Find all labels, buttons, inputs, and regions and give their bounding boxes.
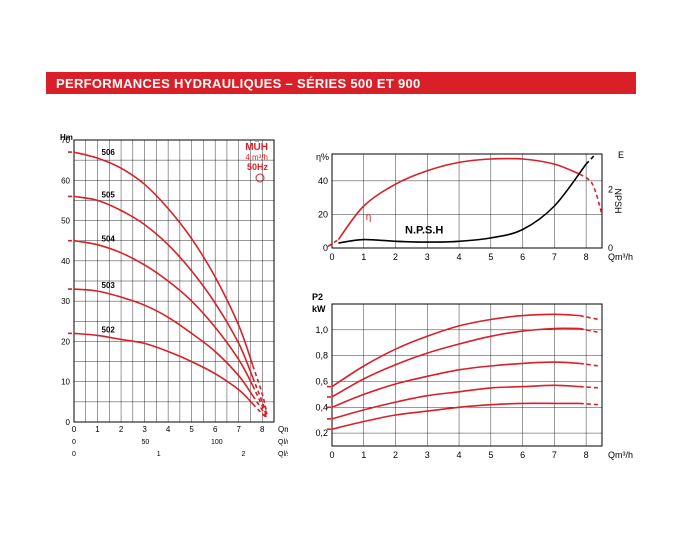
svg-text:4: 4 [457, 252, 462, 262]
svg-text:MÜH: MÜH [245, 140, 268, 153]
svg-text:η: η [366, 212, 372, 223]
svg-text:503: 503 [102, 281, 116, 290]
svg-text:1: 1 [95, 425, 100, 434]
svg-text:0: 0 [329, 450, 334, 460]
svg-text:0: 0 [72, 439, 76, 446]
efficiency-npsh-chart: 02040η%02NPSHE012345678Qm³/hηN.P.S.H [302, 148, 636, 272]
svg-text:kW: kW [312, 304, 326, 314]
svg-text:8: 8 [260, 425, 265, 434]
svg-text:505: 505 [102, 190, 116, 199]
svg-text:0,4: 0,4 [315, 402, 328, 412]
svg-text:Ql/s: Ql/s [278, 451, 288, 458]
svg-text:1: 1 [361, 252, 366, 262]
svg-text:40: 40 [61, 257, 70, 266]
svg-text:6: 6 [213, 425, 218, 434]
title-text: PERFORMANCES HYDRAULIQUES – SÉRIES 500 E… [56, 76, 421, 91]
svg-text:0: 0 [72, 425, 77, 434]
title-bar: PERFORMANCES HYDRAULIQUES – SÉRIES 500 E… [46, 72, 636, 94]
svg-text:40: 40 [318, 176, 328, 186]
svg-text:0,2: 0,2 [315, 428, 328, 438]
svg-text:0,6: 0,6 [315, 376, 328, 386]
svg-text:50Hz: 50Hz [247, 162, 269, 172]
svg-text:2: 2 [242, 451, 246, 458]
svg-text:50: 50 [61, 217, 70, 226]
svg-text:5: 5 [189, 425, 194, 434]
svg-text:8: 8 [584, 450, 589, 460]
svg-text:2: 2 [393, 450, 398, 460]
svg-text:3: 3 [142, 425, 147, 434]
svg-text:0: 0 [72, 451, 76, 458]
svg-text:Ql/min: Ql/min [278, 439, 288, 446]
power-chart: 0,2 0,4 0,6 0,8 1,0 P2 kW 0 1 2 3 4 5 6 7 8 Qm³/h [302, 286, 636, 472]
svg-text:N.P.S.H: N.P.S.H [405, 224, 443, 236]
svg-text:8: 8 [584, 252, 589, 262]
svg-text:0: 0 [323, 243, 328, 253]
svg-text:7: 7 [552, 450, 557, 460]
svg-text:502: 502 [102, 325, 116, 334]
svg-text:Hm: Hm [60, 134, 73, 142]
svg-text:4: 4 [166, 425, 171, 434]
svg-text:4: 4 [457, 450, 462, 460]
svg-text:7: 7 [552, 252, 557, 262]
svg-text:10: 10 [61, 378, 70, 387]
svg-text:0: 0 [329, 252, 334, 262]
svg-text:1,0: 1,0 [315, 325, 328, 335]
left-hq-chart: 010203040506070Hm012345678Qm³/h050100Ql/… [46, 134, 288, 472]
svg-text:20: 20 [61, 337, 70, 346]
svg-text:1: 1 [361, 450, 366, 460]
svg-text:50: 50 [142, 439, 150, 446]
svg-text:60: 60 [61, 176, 70, 185]
svg-text:100: 100 [211, 439, 223, 446]
svg-text:E: E [618, 150, 624, 160]
svg-text:4 m³/h: 4 m³/h [245, 153, 268, 162]
svg-text:5: 5 [488, 252, 493, 262]
svg-text:P2: P2 [312, 292, 323, 302]
svg-text:Qm³/h: Qm³/h [608, 252, 633, 262]
svg-text:20: 20 [318, 209, 328, 219]
svg-text:506: 506 [102, 148, 116, 157]
svg-text:30: 30 [61, 297, 70, 306]
svg-text:η%: η% [316, 152, 329, 162]
svg-text:0: 0 [66, 418, 71, 427]
svg-text:Qm³/h: Qm³/h [278, 425, 288, 434]
svg-text:3: 3 [425, 450, 430, 460]
svg-text:5: 5 [488, 450, 493, 460]
svg-text:1: 1 [157, 451, 161, 458]
svg-text:6: 6 [520, 450, 525, 460]
svg-text:Qm³/h: Qm³/h [608, 450, 633, 460]
svg-text:7: 7 [236, 425, 241, 434]
svg-text:NPSH: NPSH [613, 188, 623, 213]
svg-text:0,8: 0,8 [315, 351, 328, 361]
svg-text:6: 6 [520, 252, 525, 262]
svg-text:2: 2 [119, 425, 124, 434]
svg-text:504: 504 [102, 235, 116, 244]
svg-text:2: 2 [393, 252, 398, 262]
svg-text:3: 3 [425, 252, 430, 262]
